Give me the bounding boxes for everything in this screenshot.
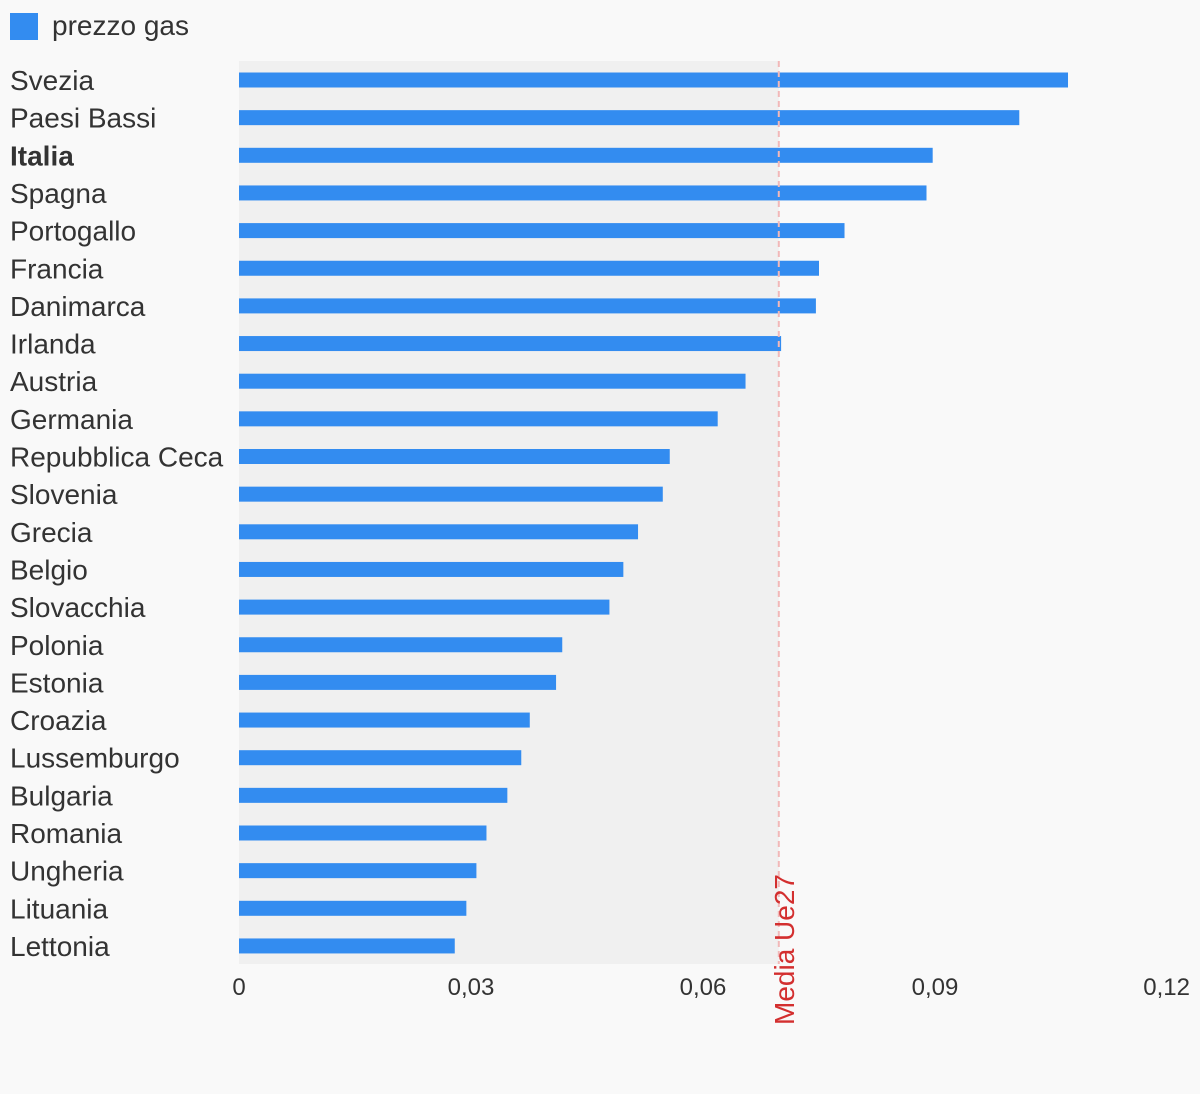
category-label: Portogallo xyxy=(10,216,136,247)
bar-ungheria xyxy=(239,863,477,879)
bar-slovenia xyxy=(239,486,663,502)
category-label: Slovenia xyxy=(10,479,118,510)
legend-swatch xyxy=(10,12,38,40)
bar-danimarca xyxy=(239,298,816,314)
legend-label: prezzo gas xyxy=(52,10,189,41)
bar-lituania xyxy=(239,900,467,916)
x-tick-label: 0,03 xyxy=(448,974,495,1001)
category-label: Lettonia xyxy=(10,931,110,962)
bar-repubblica-ceca xyxy=(239,449,670,464)
bar-paesi-bassi xyxy=(239,110,1020,126)
x-tick-label: 0 xyxy=(232,974,245,1001)
x-tick-label: 0,06 xyxy=(680,974,727,1001)
bar-polonia xyxy=(239,637,563,653)
bar-austria xyxy=(239,373,746,389)
bar-lussemburgo xyxy=(239,750,522,766)
category-label: Repubblica Ceca xyxy=(10,442,224,473)
category-label: Danimarca xyxy=(10,291,146,322)
category-label: Francia xyxy=(10,253,104,284)
x-tick-label: 0,09 xyxy=(912,974,959,1001)
category-label: Paesi Bassi xyxy=(10,103,156,134)
category-label: Estonia xyxy=(10,667,104,698)
bar-lettonia xyxy=(239,938,455,954)
category-label: Slovacchia xyxy=(10,592,146,623)
bar-svezia xyxy=(239,72,1069,88)
bar-francia xyxy=(239,260,819,276)
category-label: Romania xyxy=(10,818,122,849)
bar-slovacchia xyxy=(239,599,610,615)
category-label: Polonia xyxy=(10,630,104,661)
bar-croazia xyxy=(239,712,530,728)
category-label: Italia xyxy=(10,140,74,171)
category-label: Grecia xyxy=(10,517,93,548)
average-shaded-region xyxy=(239,61,779,964)
category-label: Irlanda xyxy=(10,329,96,360)
bar-portogallo xyxy=(239,223,845,239)
category-label: Spagna xyxy=(10,178,107,209)
bar-belgio xyxy=(239,561,624,577)
category-label: Ungheria xyxy=(10,856,124,887)
bar-italia xyxy=(239,147,933,163)
bar-romania xyxy=(239,825,487,841)
bar-germania xyxy=(239,411,718,427)
category-label: Austria xyxy=(10,366,98,397)
category-label: Belgio xyxy=(10,554,88,585)
bar-bulgaria xyxy=(239,787,508,803)
category-label: Lussemburgo xyxy=(10,743,180,774)
x-tick-label: 0,12 xyxy=(1143,974,1190,1001)
category-label: Svezia xyxy=(10,65,94,96)
category-label: Croazia xyxy=(10,705,107,736)
reference-line-label: Media Ue27 xyxy=(769,874,800,1025)
bar-estonia xyxy=(239,674,557,690)
bar-spagna xyxy=(239,185,927,201)
bar-grecia xyxy=(239,524,639,540)
category-label: Germania xyxy=(10,404,133,435)
category-label: Bulgaria xyxy=(10,780,113,811)
category-label: Lituania xyxy=(10,893,109,924)
bar-irlanda xyxy=(239,336,782,352)
legend: prezzo gas xyxy=(10,10,189,42)
